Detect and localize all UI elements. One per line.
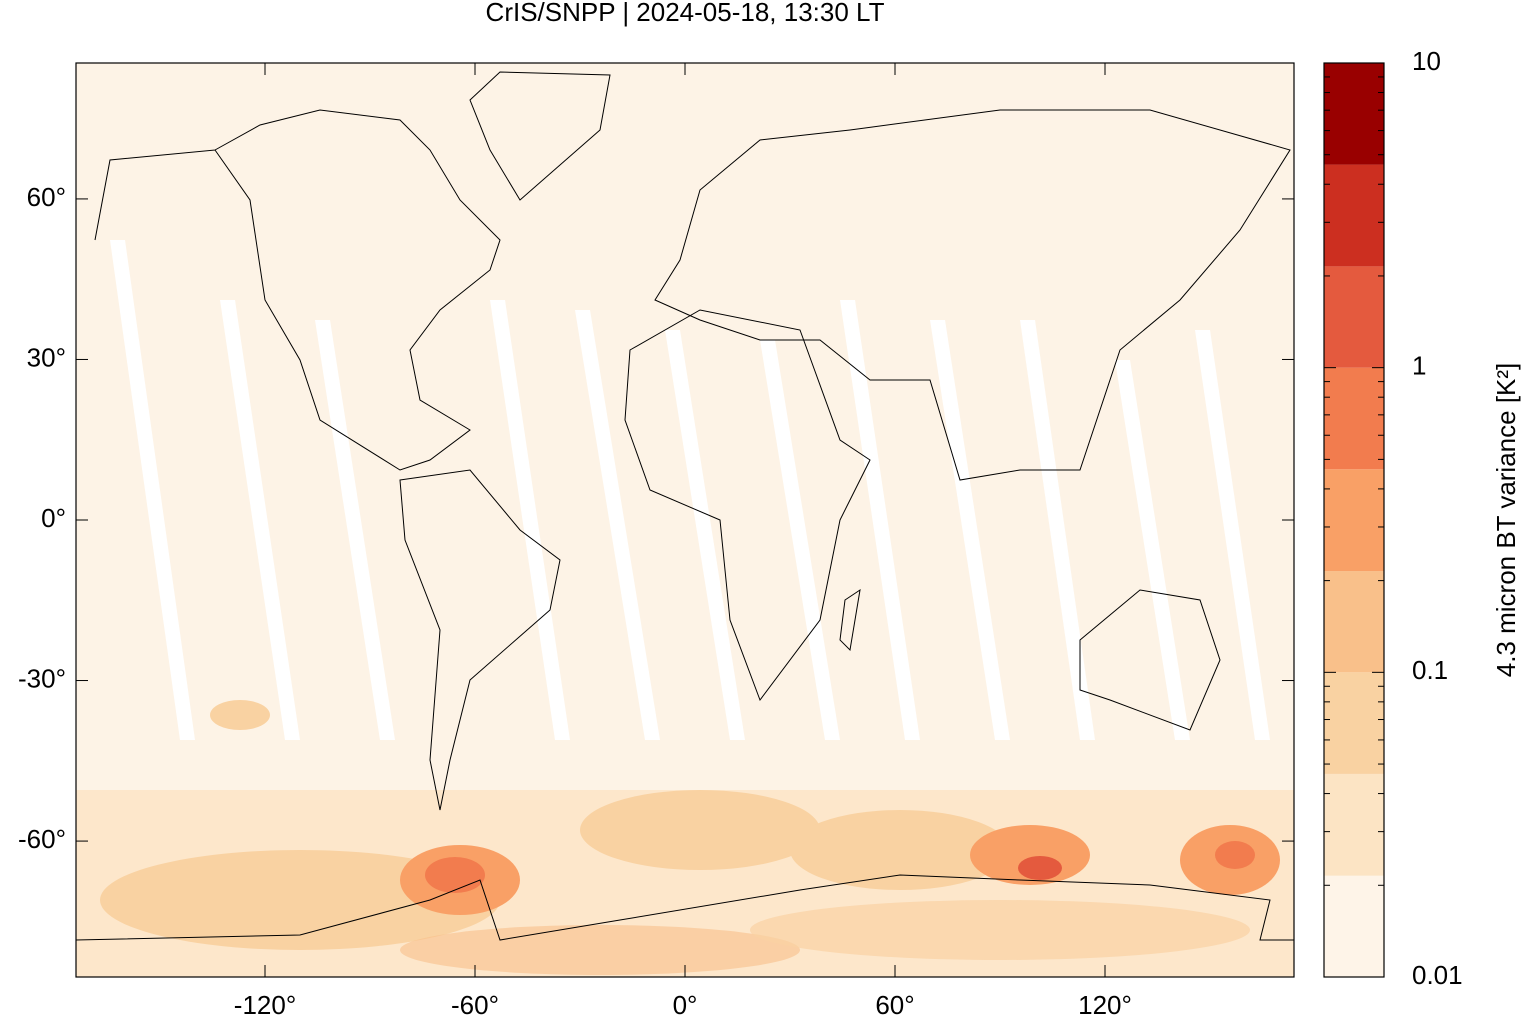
colorbar-frame [1323, 62, 1385, 978]
colorbar-band [1324, 63, 1384, 165]
y-tick-label: -30° [18, 663, 66, 693]
colorbar-band [1324, 571, 1384, 673]
colorbar-band [1324, 164, 1384, 267]
colorbar-label: 4.3 micron BT variance [K²] [1491, 363, 1521, 678]
colorbar-tick-label: 10 [1412, 46, 1441, 76]
y-tick-label: -60° [18, 824, 66, 854]
x-tick-label: 120° [1078, 990, 1132, 1020]
title: CrIS/SNPP | 2024-05-18, 13:30 LT [486, 0, 885, 27]
colorbar-band [1324, 367, 1384, 470]
x-tick-label: 60° [875, 990, 914, 1020]
x-tick-label: -60° [451, 990, 499, 1020]
x-tick-label: 0° [673, 990, 698, 1020]
colorbar-tick-label: 1 [1412, 351, 1426, 381]
colorbar-band [1324, 469, 1384, 572]
colorbar-tick-label: 0.1 [1412, 655, 1448, 685]
colorbar-band [1324, 266, 1384, 368]
y-tick-label: 60° [27, 182, 66, 212]
colorbar-band [1324, 672, 1384, 774]
y-tick-label: 0° [41, 503, 66, 533]
swath-gaps [110, 240, 1270, 740]
colorbar-band [1324, 773, 1384, 876]
x-tick-label: -120° [234, 990, 296, 1020]
colorbar-tick-label: 0.01 [1412, 960, 1463, 990]
colorbar-band [1324, 875, 1384, 977]
y-tick-label: 30° [27, 342, 66, 372]
coastlines [76, 71, 1294, 941]
map-field [76, 63, 1294, 977]
